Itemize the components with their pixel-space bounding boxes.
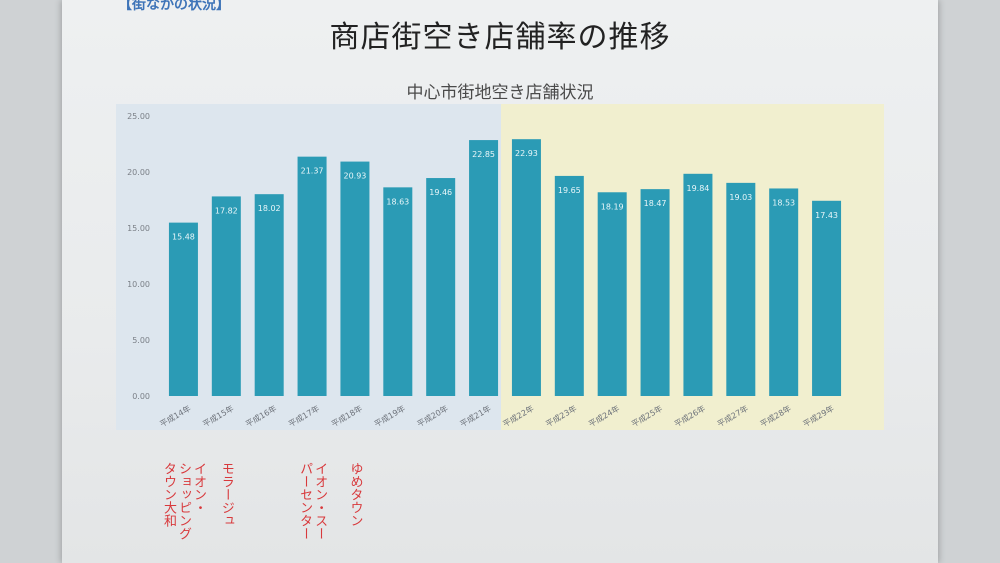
bar-value-label: 18.47: [644, 199, 667, 208]
bar: [640, 189, 670, 396]
bar-value-label: 17.43: [815, 211, 838, 220]
bar: [511, 139, 541, 396]
bar-value-label: 19.84: [686, 184, 709, 193]
bar-value-label: 19.46: [429, 188, 452, 197]
store-opening-annotation: モラージュ: [218, 462, 234, 527]
bar: [254, 194, 284, 396]
bars: [168, 139, 842, 396]
bar-value-label: 18.19: [601, 202, 624, 211]
bar-value-label: 18.53: [772, 198, 795, 207]
bar: [211, 196, 241, 396]
bar: [168, 222, 198, 396]
section-label: 【街なかの状況】: [118, 0, 230, 13]
bar-value-label: 15.48: [172, 233, 195, 242]
y-tick-label: 20.00: [127, 168, 150, 177]
bar: [726, 182, 756, 396]
page-title: 商店街空き店舗率の推移: [329, 20, 671, 55]
bar-value-label: 19.65: [558, 186, 581, 195]
store-opening-annotation: ゆめタウン: [347, 462, 363, 527]
y-tick-label: 25.00: [127, 112, 150, 121]
chart-title: 中心市街地空き店舗状況: [406, 83, 594, 103]
bar: [383, 187, 413, 396]
value-labels: 15.48 17.82 18.02 21.37 20.93 18.63 19.46 22.85…: [172, 149, 838, 241]
y-axis: 0.00 5.00 10.00 15.00 20.00 25.00: [127, 112, 150, 401]
bar-value-label: 21.37: [301, 167, 324, 176]
y-tick-label: 15.00: [127, 224, 150, 233]
bar: [597, 192, 627, 396]
bar: [812, 200, 842, 396]
bar-value-label: 22.85: [472, 150, 495, 159]
bar: [297, 156, 327, 396]
store-opening-annotation: イオン・スー パーセンター: [297, 462, 328, 540]
y-tick-label: 10.00: [127, 280, 150, 289]
bar-value-label: 20.93: [343, 172, 366, 181]
bar: [469, 140, 499, 396]
bar-value-label: 19.03: [729, 193, 752, 202]
bar-value-label: 22.93: [515, 149, 538, 158]
store-opening-annotation: イオン・ ショッピング タウン大和: [160, 462, 206, 540]
bar-value-label: 17.82: [215, 206, 238, 215]
bar: [769, 188, 799, 396]
bar: [426, 178, 456, 396]
bar: [554, 175, 584, 396]
bar-value-label: 18.63: [386, 197, 409, 206]
y-tick-label: 0.00: [132, 392, 150, 401]
bar: [340, 161, 370, 396]
bar-value-label: 18.02: [258, 204, 281, 213]
bar: [683, 173, 713, 396]
y-tick-label: 5.00: [132, 336, 150, 345]
